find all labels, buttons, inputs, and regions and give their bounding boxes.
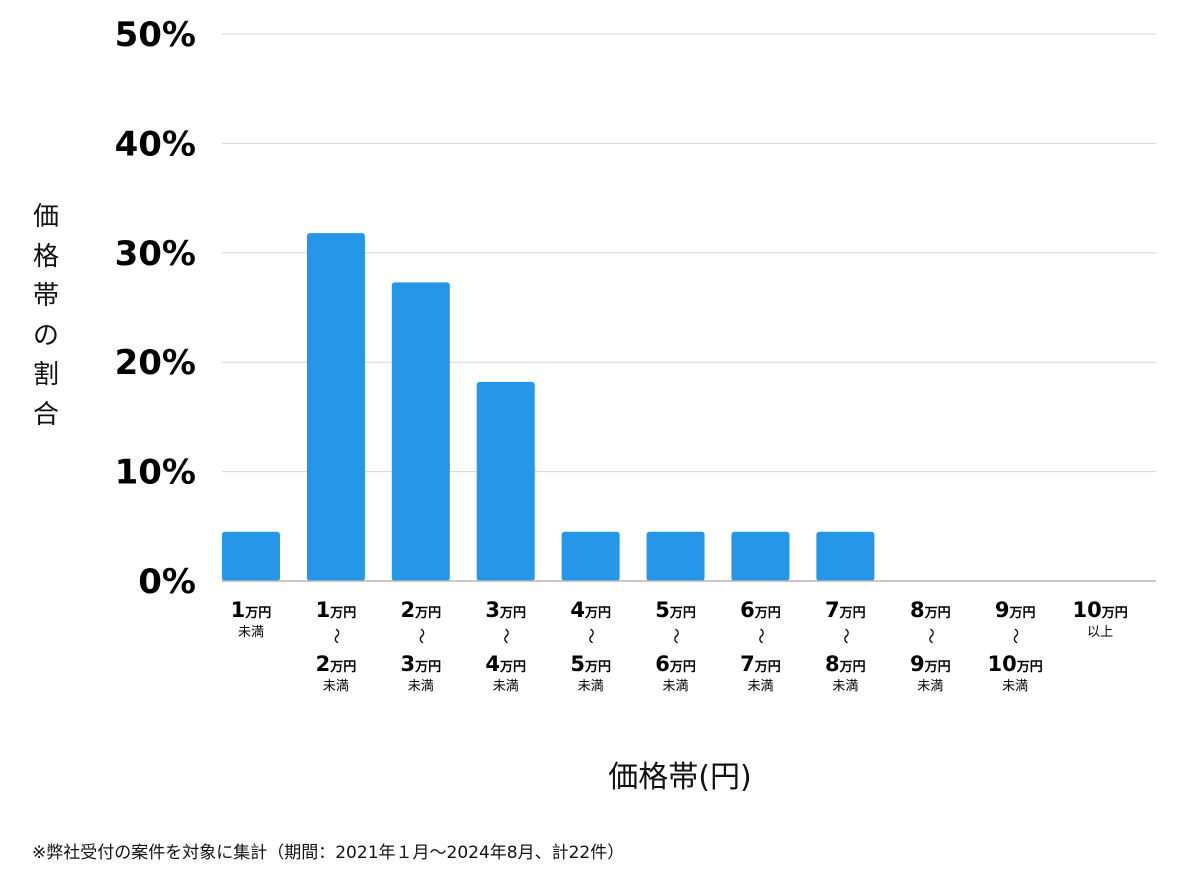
footnote: ※弊社受付の案件を対象に集計（期間：2021年１月〜2024年8月、計22件） [32,843,625,863]
bar [816,531,875,581]
x-tick-suffix: 未満 [1002,679,1028,694]
x-tick-label: 2万円 [400,598,441,622]
x-tick-range-symbol: 〜 [1006,628,1025,644]
y-axis-title-char: の [32,320,59,351]
x-tick-suffix: 未満 [917,679,943,694]
x-tick-label: 6万円 [655,652,696,676]
y-axis-title-char: 割 [32,360,59,390]
x-tick-suffix: 未満 [747,679,773,694]
x-tick-range-symbol: 〜 [921,628,940,644]
x-axis-title: 価格帯(円) [608,760,752,795]
y-tick-label: 10% [115,453,196,493]
x-tick-suffix: 未満 [238,625,264,640]
y-tick-label: 20% [115,343,196,383]
y-tick-label: 0% [138,562,196,602]
x-tick-suffix: 未満 [578,679,604,694]
gridlines [222,33,1156,473]
x-tick-suffix: 以上 [1087,625,1113,640]
x-tick-label: 4万円 [485,652,526,676]
x-tick-range-symbol: 〜 [582,628,601,644]
bar [731,531,790,581]
x-tick-suffix: 未満 [323,679,349,694]
y-tick-label: 50% [115,15,196,55]
x-tick-label: 7万円 [740,652,781,676]
x-tick-range-symbol: 〜 [327,628,346,644]
y-tick-label: 40% [115,124,196,164]
x-tick-label: 5万円 [570,652,611,676]
x-tick-label: 3万円 [485,598,526,622]
bar [646,531,705,581]
x-tick-label: 5万円 [655,598,696,622]
bar [561,531,620,581]
x-tick-range-symbol: 〜 [751,628,770,644]
y-axis-title-char: 合 [32,399,59,430]
bar [391,282,450,581]
x-tick-label: 9万円 [910,652,951,676]
x-tick-label: 10万円 [988,652,1043,676]
x-tick-label: 9万円 [995,598,1036,622]
y-axis-title-char: 格 [32,241,59,272]
bar [476,381,535,581]
x-tick-range-symbol: 〜 [667,628,686,644]
x-tick-suffix: 未満 [832,679,858,694]
x-tick-label: 1万円 [231,598,272,622]
x-tick-label: 4万円 [570,598,611,622]
x-tick-label: 6万円 [740,598,781,622]
bars [222,233,875,581]
x-tick-label: 3万円 [400,652,441,676]
x-tick-suffix: 未満 [663,679,689,694]
y-tick-label: 30% [115,234,196,274]
x-tick-label: 8万円 [910,598,951,622]
x-tick-label: 10万円 [1072,598,1127,622]
x-tick-label: 2万円 [316,652,357,676]
y-axis-title: 価 格 帯 の 割 合 [28,198,64,435]
x-tick-suffix: 未満 [493,679,519,694]
y-axis-title-char: 価 [32,202,59,232]
x-tick-suffix: 未満 [408,679,434,694]
x-tick-range-symbol: 〜 [497,628,516,644]
x-tick-range-symbol: 〜 [836,628,855,644]
y-axis-title-char: 帯 [32,281,59,311]
x-tick-label: 1万円 [316,598,357,622]
bar [306,233,365,581]
x-tick-range-symbol: 〜 [412,628,431,644]
x-tick-label: 8万円 [825,652,866,676]
bar [222,531,280,581]
x-axis-category-labels: 1万円未満1万円〜2万円未満2万円〜3万円未満3万円〜4万円未満4万円〜5万円未… [231,598,1128,694]
y-axis-ticks: 0% 10% 20% 30% 40% 50% [115,15,196,602]
x-tick-label: 7万円 [825,598,866,622]
